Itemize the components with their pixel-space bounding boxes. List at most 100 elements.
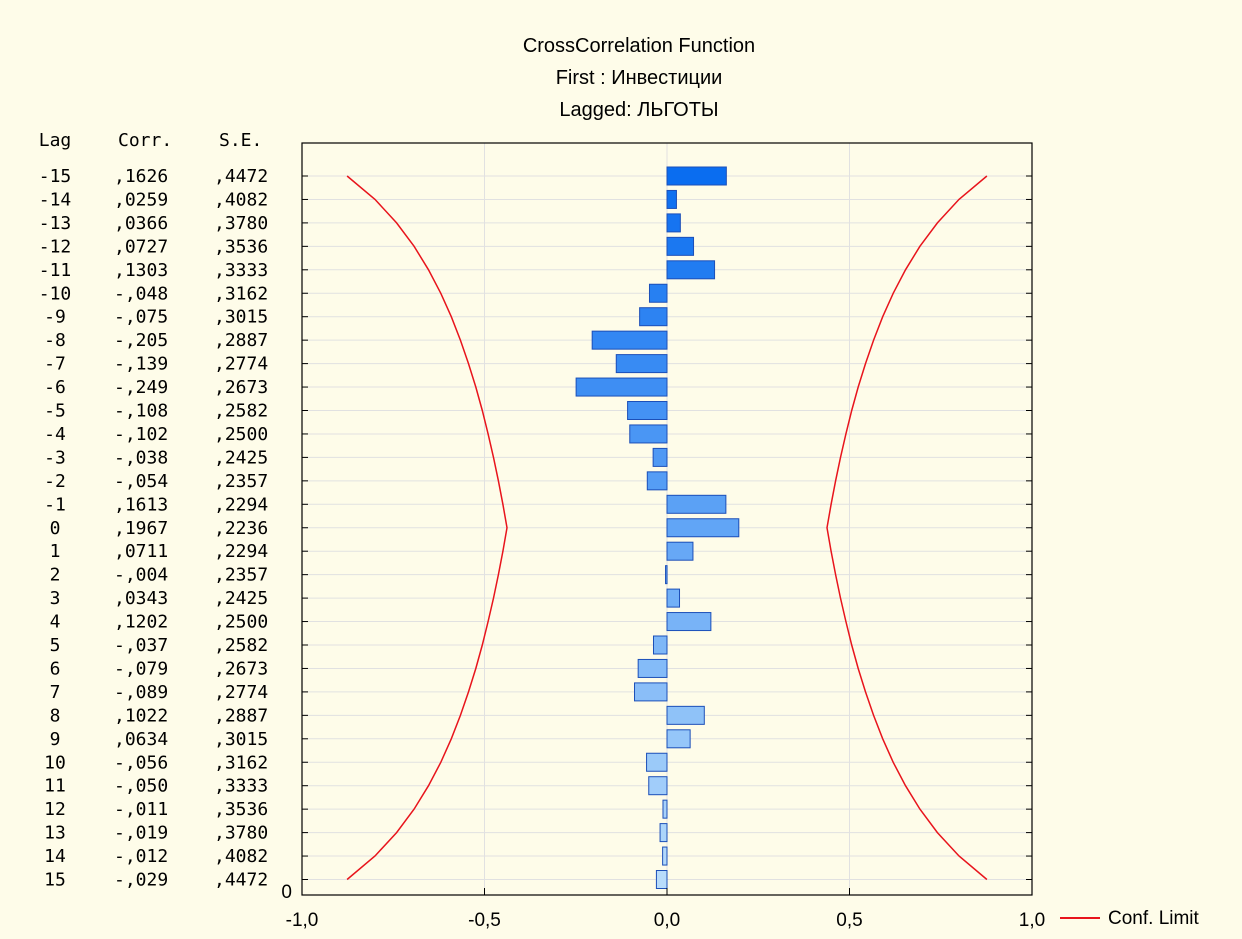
bars-layer [575,166,740,889]
row-lag-label: -8 [44,330,66,351]
row-se-label: ,2425 [214,447,268,468]
bar-lag-9 [666,729,691,749]
row-corr-label: -,019 [114,823,168,844]
legend: Conf. Limit [1060,908,1200,929]
row-corr-label: ,1626 [114,166,168,187]
x-tick-label: -1,0 [286,910,319,931]
chart-title: CrossCorrelation Function [523,35,755,57]
row-corr-label: -,054 [114,471,168,492]
row-se-label: ,2294 [214,541,268,562]
row-se-label: ,3780 [214,823,268,844]
row-labels: -15,1626,4472-14,0259,4082-13,0366,3780-… [39,166,268,891]
row-se-label: ,3162 [214,752,268,773]
bar-lag--14 [666,189,677,209]
row-se-label: ,4082 [214,189,268,210]
row-corr-label: ,0634 [114,729,168,750]
row-corr-label: ,1967 [114,518,168,539]
bar-lag-2 [665,565,668,585]
row-se-label: ,2236 [214,518,268,539]
x-tick-label: 0,0 [654,910,680,931]
bar-lag-1 [666,541,694,561]
row-se-label: ,3333 [214,260,268,281]
bar-lag-11 [648,776,668,796]
chart-title-group: CrossCorrelation Function First : Инвест… [523,35,755,121]
row-corr-label: ,1613 [114,494,168,515]
row-se-label: ,3536 [214,236,268,257]
x-axis-ticks: -1,0 -0,5 0,0 0,5 1,0 [286,888,1045,931]
row-lag-label: -12 [39,236,72,257]
row-corr-label: -,056 [114,752,168,773]
row-se-label: ,2774 [214,354,268,375]
bar-lag-7 [634,682,668,702]
row-se-label: ,2500 [214,424,268,445]
row-se-label: ,2887 [214,330,268,351]
bar-lag--8 [591,330,668,350]
row-lag-label: 15 [44,870,66,891]
row-se-label: ,3536 [214,799,268,820]
row-se-label: ,4472 [214,870,268,891]
x-tick-label: 1,0 [1019,910,1045,931]
row-se-label: ,2425 [214,588,268,609]
row-se-label: ,2887 [214,705,268,726]
row-corr-label: ,0343 [114,588,168,609]
row-se-label: ,2774 [214,682,268,703]
x-tick-label: 0,5 [836,910,862,931]
row-corr-label: -,048 [114,283,168,304]
bar-lag-12 [662,799,668,819]
row-lag-label: 14 [44,846,66,867]
row-lag-label: -4 [44,424,66,445]
row-lag-label: 12 [44,799,66,820]
row-se-label: ,4472 [214,166,268,187]
bar-lag--1 [666,494,727,514]
conf-limit-layer [346,175,988,881]
conf-limit-lower-line [346,175,508,881]
bar-lag-4 [666,612,712,632]
row-se-label: ,2357 [214,565,268,586]
chart-subtitle-first: First : Инвестиции [556,67,723,89]
row-corr-label: -,205 [114,330,168,351]
bar-lag--3 [652,447,668,467]
conf-limit-upper-line [826,175,988,881]
row-se-label: ,2357 [214,471,268,492]
row-corr-label: ,0259 [114,189,168,210]
row-corr-label: ,0727 [114,236,168,257]
row-lag-label: 13 [44,823,66,844]
row-corr-label: -,012 [114,846,168,867]
legend-label-conf-limit: Conf. Limit [1108,908,1200,929]
row-se-label: ,3162 [214,283,268,304]
row-se-label: ,3333 [214,776,268,797]
row-corr-label: ,0711 [114,541,168,562]
row-lag-label: -6 [44,377,66,398]
row-corr-label: -,102 [114,424,168,445]
row-lag-label: 1 [50,541,61,562]
row-lag-label: -9 [44,307,66,328]
row-corr-label: -,004 [114,565,168,586]
bar-lag-10 [646,752,668,772]
row-lag-label: -11 [39,260,72,281]
y-axis-bottom-label: 0 [281,882,292,903]
row-lag-label: 7 [50,682,61,703]
row-corr-label: -,089 [114,682,168,703]
row-corr-label: ,1202 [114,612,168,633]
column-header-se: S.E. [219,130,262,151]
row-corr-label: ,0366 [114,213,168,234]
column-header-corr: Corr. [118,130,172,151]
row-lag-label: 0 [50,518,61,539]
row-corr-label: -,037 [114,635,168,656]
bar-lag-8 [666,705,705,725]
row-corr-label: -,038 [114,447,168,468]
row-corr-label: ,1303 [114,260,168,281]
row-se-label: ,2673 [214,658,268,679]
y-axis-ticks [302,175,1032,880]
row-lag-label: -13 [39,213,72,234]
row-se-label: ,3015 [214,729,268,750]
row-lag-label: 8 [50,705,61,726]
row-se-label: ,2500 [214,612,268,633]
row-corr-label: ,1022 [114,705,168,726]
row-lag-label: -2 [44,471,66,492]
row-se-label: ,2582 [214,401,268,422]
row-lag-label: 5 [50,635,61,656]
row-corr-label: -,139 [114,354,168,375]
